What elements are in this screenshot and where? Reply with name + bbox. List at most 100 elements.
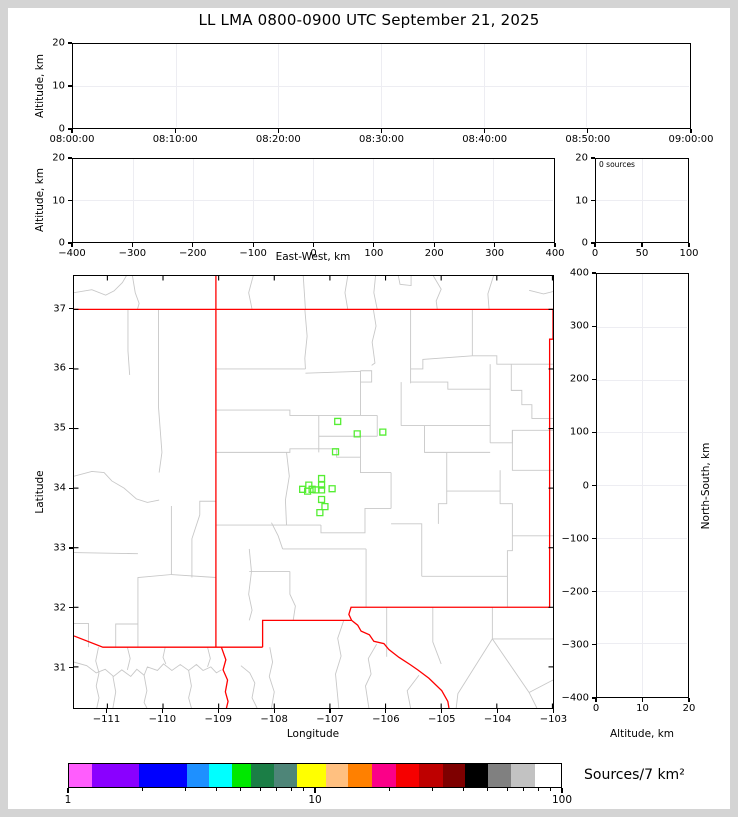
county-border bbox=[512, 430, 553, 470]
time-panel-ylabel: Altitude, km bbox=[34, 53, 46, 119]
time-axis-tick-label: 08:40:00 bbox=[462, 134, 508, 145]
latitude-axis-tick bbox=[69, 547, 73, 549]
longitude-axis-tick-label: −107 bbox=[316, 714, 344, 725]
northsouth-altitude-axis-tick bbox=[641, 698, 644, 702]
colorbar-minor-tick bbox=[388, 788, 390, 791]
county-border bbox=[74, 471, 159, 502]
histogram-altitude-axis-tick-label: 0 bbox=[581, 237, 588, 249]
eastwest-axis-tick-label: 0 bbox=[310, 248, 317, 259]
time-altitude-axis-tick-label: 0 bbox=[58, 123, 65, 135]
colorbar-minor-tick bbox=[290, 788, 292, 791]
county-border bbox=[456, 639, 492, 708]
map-svg bbox=[74, 276, 553, 708]
longitude-axis-tick-label: −108 bbox=[260, 714, 288, 725]
latitude-axis-tick-label: 37 bbox=[53, 303, 66, 315]
county-border bbox=[305, 371, 360, 373]
county-border bbox=[447, 452, 500, 491]
county-border bbox=[192, 501, 216, 577]
eastwest-panel-xlabel: East-West, km bbox=[275, 251, 351, 263]
northsouth-axis-tick-label: −200 bbox=[561, 586, 589, 598]
time-axis-tick bbox=[71, 129, 73, 133]
county-border bbox=[303, 276, 305, 309]
northsouth-axis-tick bbox=[592, 431, 596, 433]
county-border bbox=[411, 356, 473, 369]
state-border bbox=[349, 309, 553, 620]
lma-station-marker bbox=[319, 487, 325, 493]
eastwest-axis-tick bbox=[252, 243, 254, 247]
colorbar-minor-tick bbox=[259, 788, 261, 791]
state-border bbox=[352, 620, 449, 708]
colorbar-segment bbox=[511, 764, 536, 787]
colorbar-tick bbox=[314, 788, 316, 793]
county-border bbox=[407, 675, 419, 708]
county-border bbox=[285, 452, 289, 525]
colorbar-minor-tick bbox=[276, 788, 278, 791]
county-border bbox=[216, 410, 319, 415]
time-axis-tick-label: 08:10:00 bbox=[152, 134, 198, 145]
state-border bbox=[221, 647, 228, 708]
county-border bbox=[249, 549, 252, 620]
latitude-axis-tick bbox=[69, 427, 73, 429]
colorbar-segment bbox=[186, 764, 210, 787]
source-count-annotation: 0 sources bbox=[599, 160, 635, 169]
time-axis-tick bbox=[690, 129, 692, 133]
northsouth-altitude-panel bbox=[596, 273, 689, 698]
northsouth-axis-tick bbox=[592, 272, 596, 274]
county-border bbox=[365, 644, 376, 708]
map-xlabel: Longitude bbox=[286, 728, 340, 740]
state-border bbox=[74, 636, 263, 647]
longitude-axis-tick bbox=[441, 709, 443, 713]
county-border bbox=[529, 290, 553, 294]
colorbar-segment bbox=[488, 764, 512, 787]
county-border bbox=[159, 309, 162, 472]
colorbar-segment bbox=[274, 764, 298, 787]
latitude-axis-tick-label: 31 bbox=[53, 662, 66, 674]
county-border bbox=[113, 676, 116, 708]
northsouth-axis-tick-label: −400 bbox=[561, 692, 589, 704]
northsouth-altitude-axis-tick bbox=[595, 698, 597, 702]
eastwest-axis-tick bbox=[373, 243, 375, 247]
county-border bbox=[74, 623, 88, 647]
map-panel bbox=[73, 275, 554, 709]
county-border bbox=[472, 356, 553, 364]
colorbar-minor-tick bbox=[141, 788, 143, 791]
longitude-axis-tick bbox=[329, 709, 331, 713]
latitude-axis-tick-label: 35 bbox=[53, 422, 66, 434]
colorbar-minor-tick bbox=[550, 788, 552, 791]
eastwest-axis-tick bbox=[312, 243, 315, 247]
county-border bbox=[398, 276, 411, 286]
colorbar-minor-tick bbox=[506, 788, 508, 791]
county-border bbox=[490, 430, 553, 443]
eastwest-axis-tick-label: −300 bbox=[118, 248, 147, 259]
county-border bbox=[163, 647, 166, 664]
longitude-axis-tick-label: −104 bbox=[483, 714, 512, 725]
county-border bbox=[500, 470, 553, 535]
county-border bbox=[74, 662, 221, 676]
county-border bbox=[411, 382, 491, 389]
eastwest-altitude-axis-tick-label: 10 bbox=[52, 195, 65, 206]
county-border bbox=[74, 276, 126, 295]
time-axis-tick-label: 08:20:00 bbox=[255, 134, 301, 145]
time-axis-tick-label: 09:00:00 bbox=[668, 134, 714, 145]
colorbar-tick-label: 10 bbox=[308, 794, 322, 806]
county-border bbox=[171, 575, 216, 578]
county-border bbox=[391, 524, 422, 576]
eastwest-altitude-axis-tick bbox=[68, 242, 72, 244]
colorbar-tick bbox=[561, 788, 563, 793]
latitude-axis-tick bbox=[69, 367, 73, 369]
county-border bbox=[321, 508, 391, 532]
eastwest-axis-tick-label: 400 bbox=[545, 248, 565, 259]
longitude-axis-tick bbox=[552, 709, 555, 713]
latitude-axis-tick bbox=[69, 307, 73, 310]
eastwest-axis-tick bbox=[71, 243, 73, 247]
time-axis-tick-label: 08:30:00 bbox=[359, 134, 404, 145]
colorbar-minor-tick bbox=[523, 788, 525, 791]
northsouth-axis-tick-label: 0 bbox=[582, 480, 589, 491]
lma-station-marker bbox=[317, 510, 323, 516]
longitude-axis-tick-label: −111 bbox=[92, 714, 121, 725]
time-altitude-axis-tick bbox=[68, 128, 72, 130]
county-border bbox=[488, 276, 494, 309]
county-border bbox=[374, 276, 377, 309]
colorbar-minor-tick bbox=[463, 788, 465, 791]
